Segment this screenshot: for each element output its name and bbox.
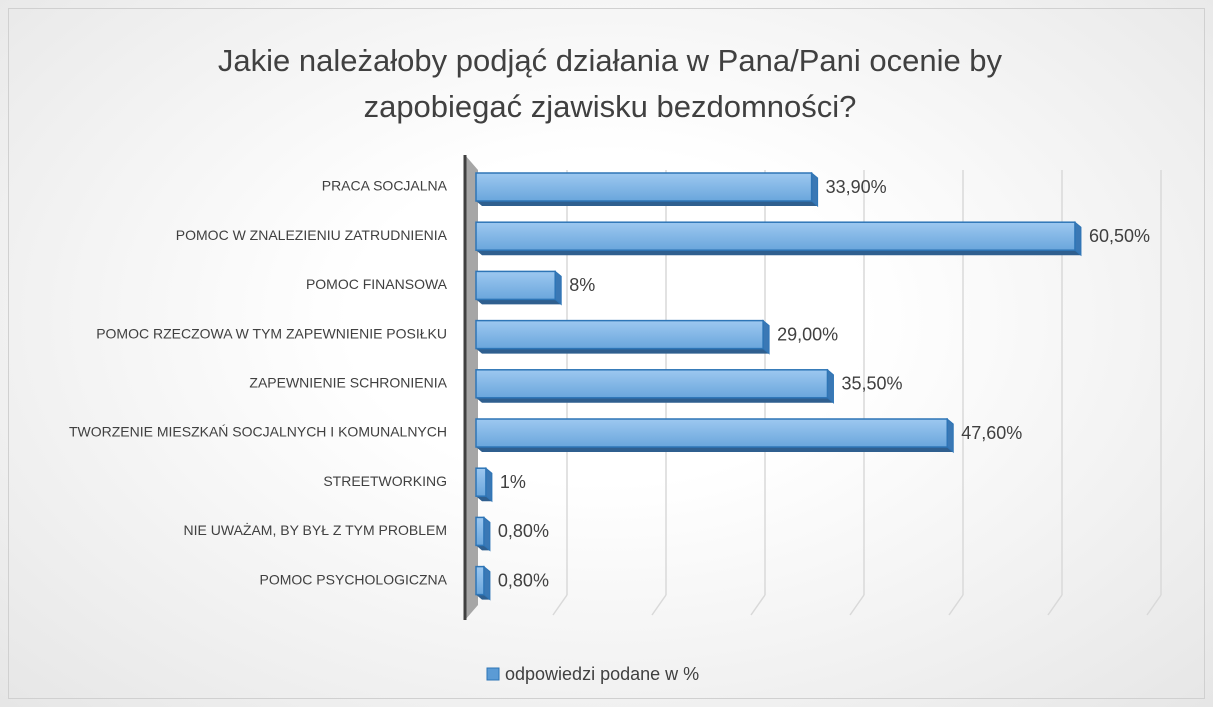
data-label: 0,80%	[498, 570, 549, 590]
bar-side	[826, 368, 834, 404]
bar-bottom	[476, 496, 492, 502]
bar-side	[1074, 221, 1082, 257]
bar	[475, 270, 562, 306]
bar-bottom	[476, 594, 490, 600]
chart-title: Jakie należałoby podjąć działania w Pana…	[217, 43, 1003, 124]
bar	[475, 319, 770, 355]
chart-frame	[8, 8, 1205, 699]
bar-front	[475, 467, 487, 497]
bar-front	[475, 270, 556, 301]
bar	[475, 516, 491, 552]
bar-front	[475, 418, 948, 448]
bar-bottom	[476, 348, 770, 354]
bar-side	[946, 417, 954, 454]
bar-front	[475, 319, 764, 350]
grid-line-floor	[1146, 594, 1162, 616]
bar-side	[811, 171, 819, 208]
category-label: ZAPEWNIENIE SCHRONIENIA	[249, 375, 447, 391]
grid-line-floor	[552, 594, 568, 616]
legend-label: odpowiedzi podane w %	[505, 664, 699, 684]
category-label: NIE UWAŻAM, BY BYŁ Z TYM PROBLEM	[184, 521, 447, 538]
bar-bottom	[476, 447, 954, 452]
bar-bottom	[476, 397, 834, 403]
category-label: POMOC FINANSOWA	[306, 276, 448, 292]
category-label: PRACA SOCJALNA	[322, 178, 448, 194]
category-label: TWORZENIE MIESZKAŃ SOCJALNYCH I KOMUNALN…	[69, 424, 447, 440]
bar	[475, 417, 954, 454]
grid-line	[1146, 170, 1162, 616]
data-label: 60,50%	[1089, 226, 1150, 246]
bar-side	[485, 467, 493, 503]
data-label: 8%	[569, 275, 595, 295]
data-label: 33,90%	[826, 177, 887, 197]
bar-side	[483, 565, 491, 601]
bar-front	[475, 172, 813, 202]
bar	[475, 565, 491, 601]
data-label: 47,60%	[961, 423, 1022, 443]
category-label: POMOC PSYCHOLOGICZNA	[260, 571, 448, 587]
bar-side	[483, 516, 491, 552]
bar-front	[475, 221, 1076, 251]
data-label: 1%	[500, 472, 526, 492]
category-label: POMOC RZECZOWA W TYM ZAPEWNIENIE POSIŁKU	[96, 325, 447, 341]
bar-front	[475, 516, 485, 547]
axis-wall	[465, 155, 478, 620]
grid-line-floor	[948, 594, 964, 616]
bar	[475, 368, 834, 404]
category-label: POMOC W ZNALEZIENIU ZATRUDNIENIA	[176, 227, 448, 243]
data-label: 29,00%	[777, 324, 838, 344]
legend-swatch	[486, 667, 500, 681]
data-label: 0,80%	[498, 521, 549, 541]
bar-side	[554, 270, 562, 306]
grid-line-floor	[849, 594, 865, 616]
bar	[475, 467, 493, 503]
grid-line-floor	[1047, 594, 1063, 616]
category-label: STREETWORKING	[323, 473, 447, 489]
bar-bottom	[476, 250, 1081, 256]
bar-front	[475, 565, 485, 596]
bar	[475, 221, 1082, 257]
bar-bottom	[476, 545, 490, 551]
bar	[475, 171, 819, 208]
grid-line-floor	[750, 594, 766, 616]
data-label: 35,50%	[841, 374, 902, 394]
grid-line-floor	[651, 594, 667, 616]
bar-side	[762, 319, 770, 355]
bar-front	[475, 369, 829, 399]
bar-bottom	[476, 201, 818, 206]
bar-bottom	[476, 299, 562, 305]
